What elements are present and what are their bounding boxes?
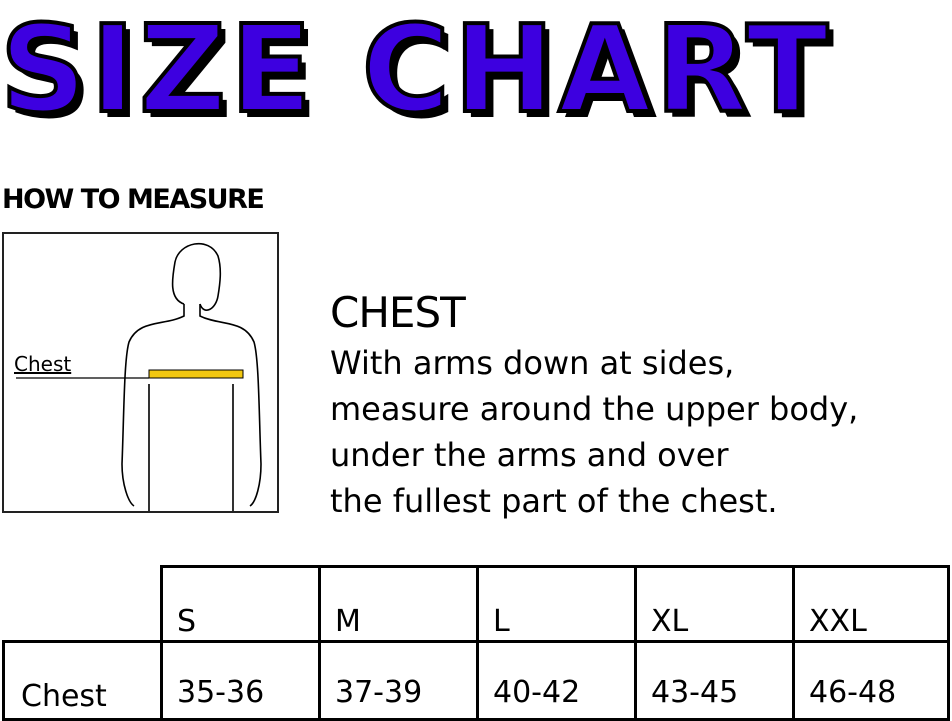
instruction-line: measure around the upper body, xyxy=(330,390,859,428)
size-header-cell: XXL xyxy=(792,565,950,643)
size-label: XXL xyxy=(809,604,867,639)
measuring-tape xyxy=(148,369,244,379)
instruction-line: under the arms and over xyxy=(330,436,729,474)
chest-value-cell: 46-48 xyxy=(792,640,950,721)
chest-value-cell: 43-45 xyxy=(634,640,795,721)
size-label: S xyxy=(177,604,197,639)
how-to-measure-heading: HOW TO MEASURE xyxy=(2,184,265,215)
size-header-cell: M xyxy=(318,565,479,643)
chest-value: 43-45 xyxy=(651,675,739,710)
chest-value: 37-39 xyxy=(335,675,423,710)
chest-value: 40-42 xyxy=(493,675,581,710)
size-label: M xyxy=(335,604,361,639)
chest-heading: CHEST xyxy=(330,288,466,337)
measurement-figure: Chest xyxy=(2,232,279,513)
page-title: SIZE CHART xyxy=(0,0,833,142)
size-label: L xyxy=(493,604,510,639)
body-outline-icon xyxy=(16,242,262,511)
instruction-line: With arms down at sides, xyxy=(330,344,735,382)
size-header-cell: L xyxy=(476,565,637,643)
chest-value-cell: 40-42 xyxy=(476,640,637,721)
chest-value-cell: 37-39 xyxy=(318,640,479,721)
chest-value: 35-36 xyxy=(177,675,265,710)
figure-chest-label: Chest xyxy=(14,352,72,376)
chest-value-cell: 35-36 xyxy=(160,640,321,721)
chest-value: 46-48 xyxy=(809,675,897,710)
instruction-line: the fullest part of the chest. xyxy=(330,482,778,520)
chest-instructions: With arms down at sides, measure around … xyxy=(330,340,950,524)
row-label-cell: Chest xyxy=(2,640,163,721)
size-header-cell: S xyxy=(160,565,321,643)
size-label: XL xyxy=(651,604,689,639)
size-header-cell: XL xyxy=(634,565,795,643)
row-label: Chest xyxy=(21,679,107,714)
